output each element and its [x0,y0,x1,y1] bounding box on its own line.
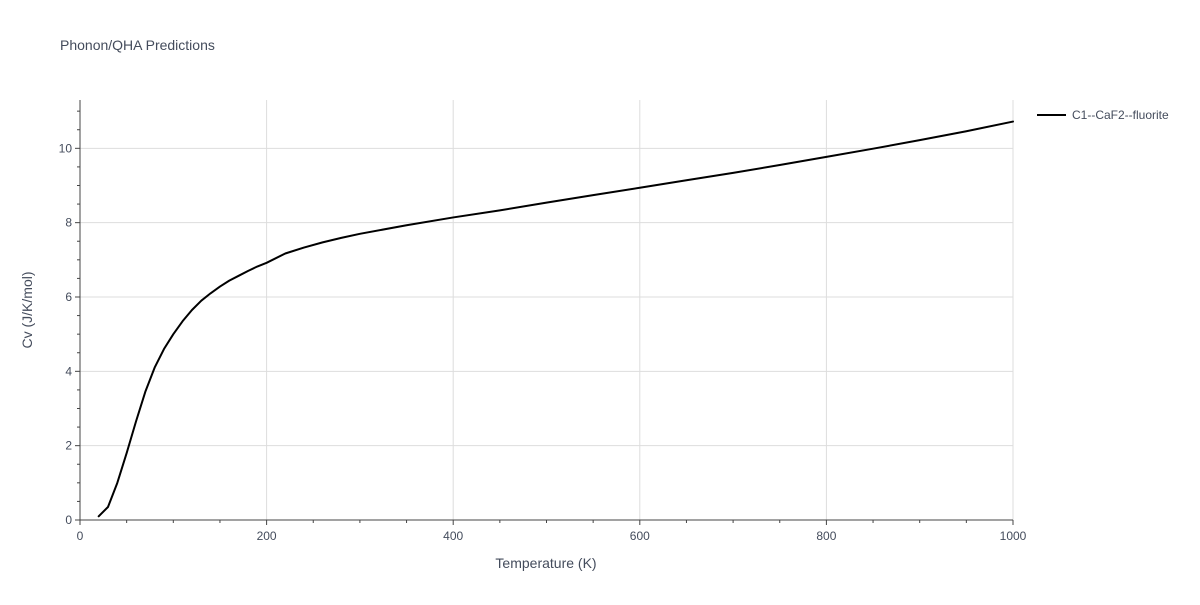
x-tick-label: 0 [77,529,84,543]
y-tick-label: 2 [65,439,72,453]
y-tick-label: 6 [65,290,72,304]
x-tick-label: 400 [443,529,463,543]
legend[interactable]: C1--CaF2--fluorite [1037,108,1169,122]
x-tick-label: 200 [257,529,277,543]
y-tick-label: 4 [65,364,72,378]
x-tick-label: 800 [816,529,836,543]
y-tick-label: 8 [65,216,72,230]
y-axis-title: Cv (J/K/mol) [19,272,35,349]
series-lines [97,120,1014,518]
axes [75,100,1014,525]
x-tick-label: 600 [630,529,650,543]
tick-labels: 0 200 400 600 800 1000 0 2 4 6 8 10 [59,141,1027,543]
chart-title: Phonon/QHA Predictions [60,37,215,53]
x-axis-title: Temperature (K) [495,555,596,571]
y-tick-label: 0 [65,513,72,527]
y-tick-label: 10 [59,141,73,155]
x-tick-label: 1000 [1000,529,1027,543]
series-line[interactable] [97,120,1014,518]
legend-label[interactable]: C1--CaF2--fluorite [1072,108,1169,122]
grid-lines [80,100,1014,520]
